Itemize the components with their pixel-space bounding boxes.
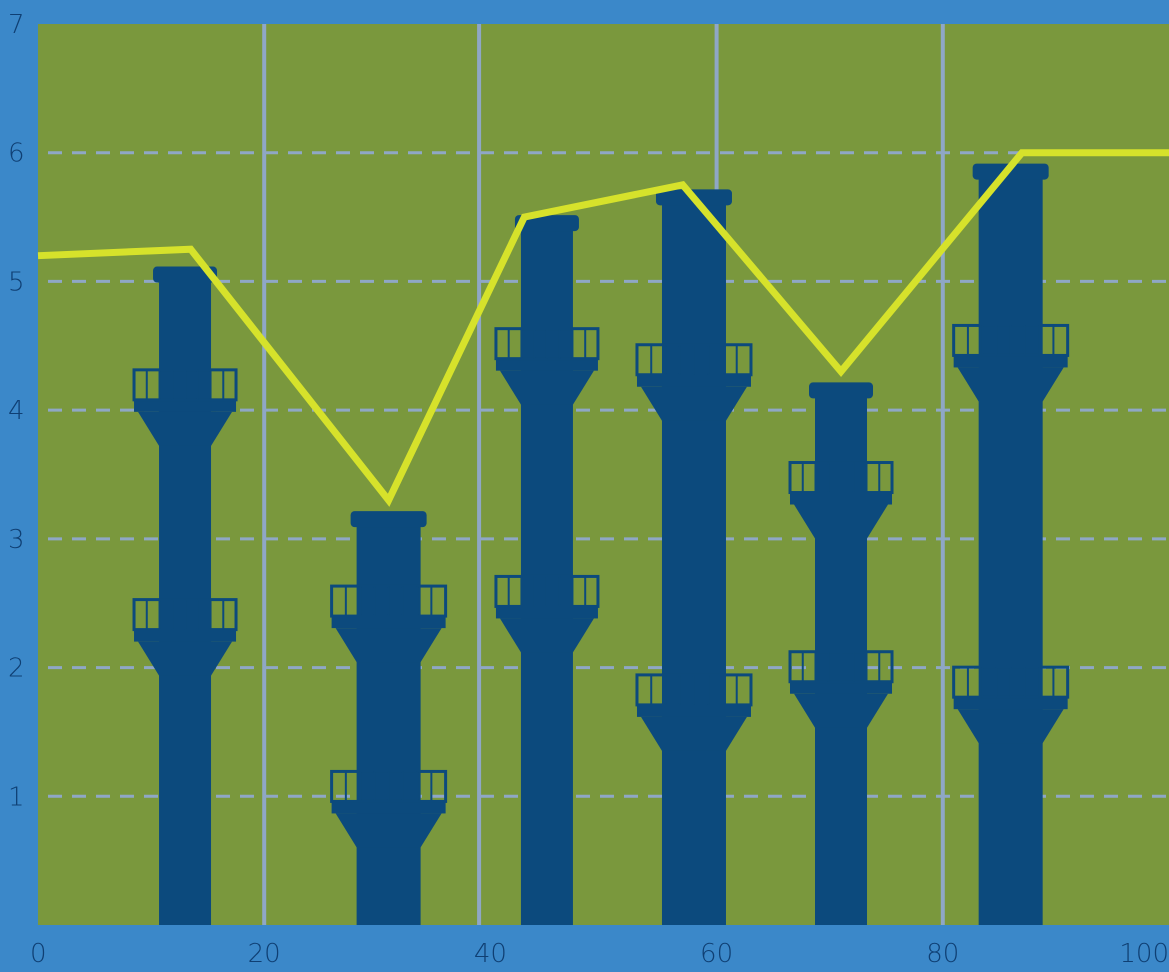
chimney-platform-bracket [499,618,594,653]
chimney-platform [790,681,893,694]
line-series [37,149,1169,507]
horizontal-gridlines [48,151,1169,798]
chimney-cap [809,382,874,399]
chimney-platform [331,801,446,814]
chimney-platform-bracket [138,411,233,446]
chimney-bars [132,163,1070,926]
chimney-platform [495,358,598,371]
chimney-platform-bracket [499,370,594,405]
chimney-stack [356,521,421,925]
y-tick-label: 6 [8,139,25,169]
y-tick-label: 3 [8,525,25,555]
chimney-platform-bracket [335,813,442,848]
chimney-platform-bracket [335,628,442,663]
x-tick-label: 20 [248,939,281,968]
line-series-path [37,149,1169,507]
chimney-platform [636,374,751,387]
y-tick-label: 5 [8,267,25,297]
chimney-platform [953,697,1068,710]
chimney-platform-bracket [794,504,889,539]
x-tick-label: 80 [926,939,959,968]
chimney-platform [953,355,1068,368]
chimney-cap [153,266,218,283]
chimney-bar [952,163,1070,926]
chimney-bar [635,189,753,926]
x-tick-label: 40 [474,939,507,968]
chimney-bar [132,266,238,925]
x-tick-label: 60 [700,939,733,968]
chimney-bar [788,382,894,925]
chimney-platform [134,629,237,642]
y-tick-label: 4 [8,396,25,426]
chimney-platform [790,492,893,505]
chimney-cap [350,511,427,528]
chimney-platform-bracket [640,716,747,751]
y-axis-ticks: 1 2 3 4 5 6 7 [8,10,25,812]
chimney-bar [494,215,600,926]
chimney-platform-bracket [957,709,1064,744]
chimney-platform-bracket [138,641,233,676]
chimney-platform [636,704,751,717]
chimney-bar [330,511,448,925]
x-tick-label: 0 [30,939,47,968]
chimney-platform-bracket [794,693,889,728]
chimney-platform [495,606,598,619]
chimney-platform [331,616,446,629]
x-tick-label: 100 [1119,939,1169,968]
y-tick-label: 2 [8,654,25,684]
y-tick-label: 1 [8,782,25,812]
chimney-platform [134,399,237,412]
chimney-stack [661,199,726,926]
chimney-platform-bracket [957,367,1064,402]
y-tick-label: 7 [8,10,25,40]
chimney-stack [978,173,1043,926]
x-axis-ticks: 0 20 40 60 80 100 [30,939,1169,969]
chimney-platform-bracket [640,386,747,421]
